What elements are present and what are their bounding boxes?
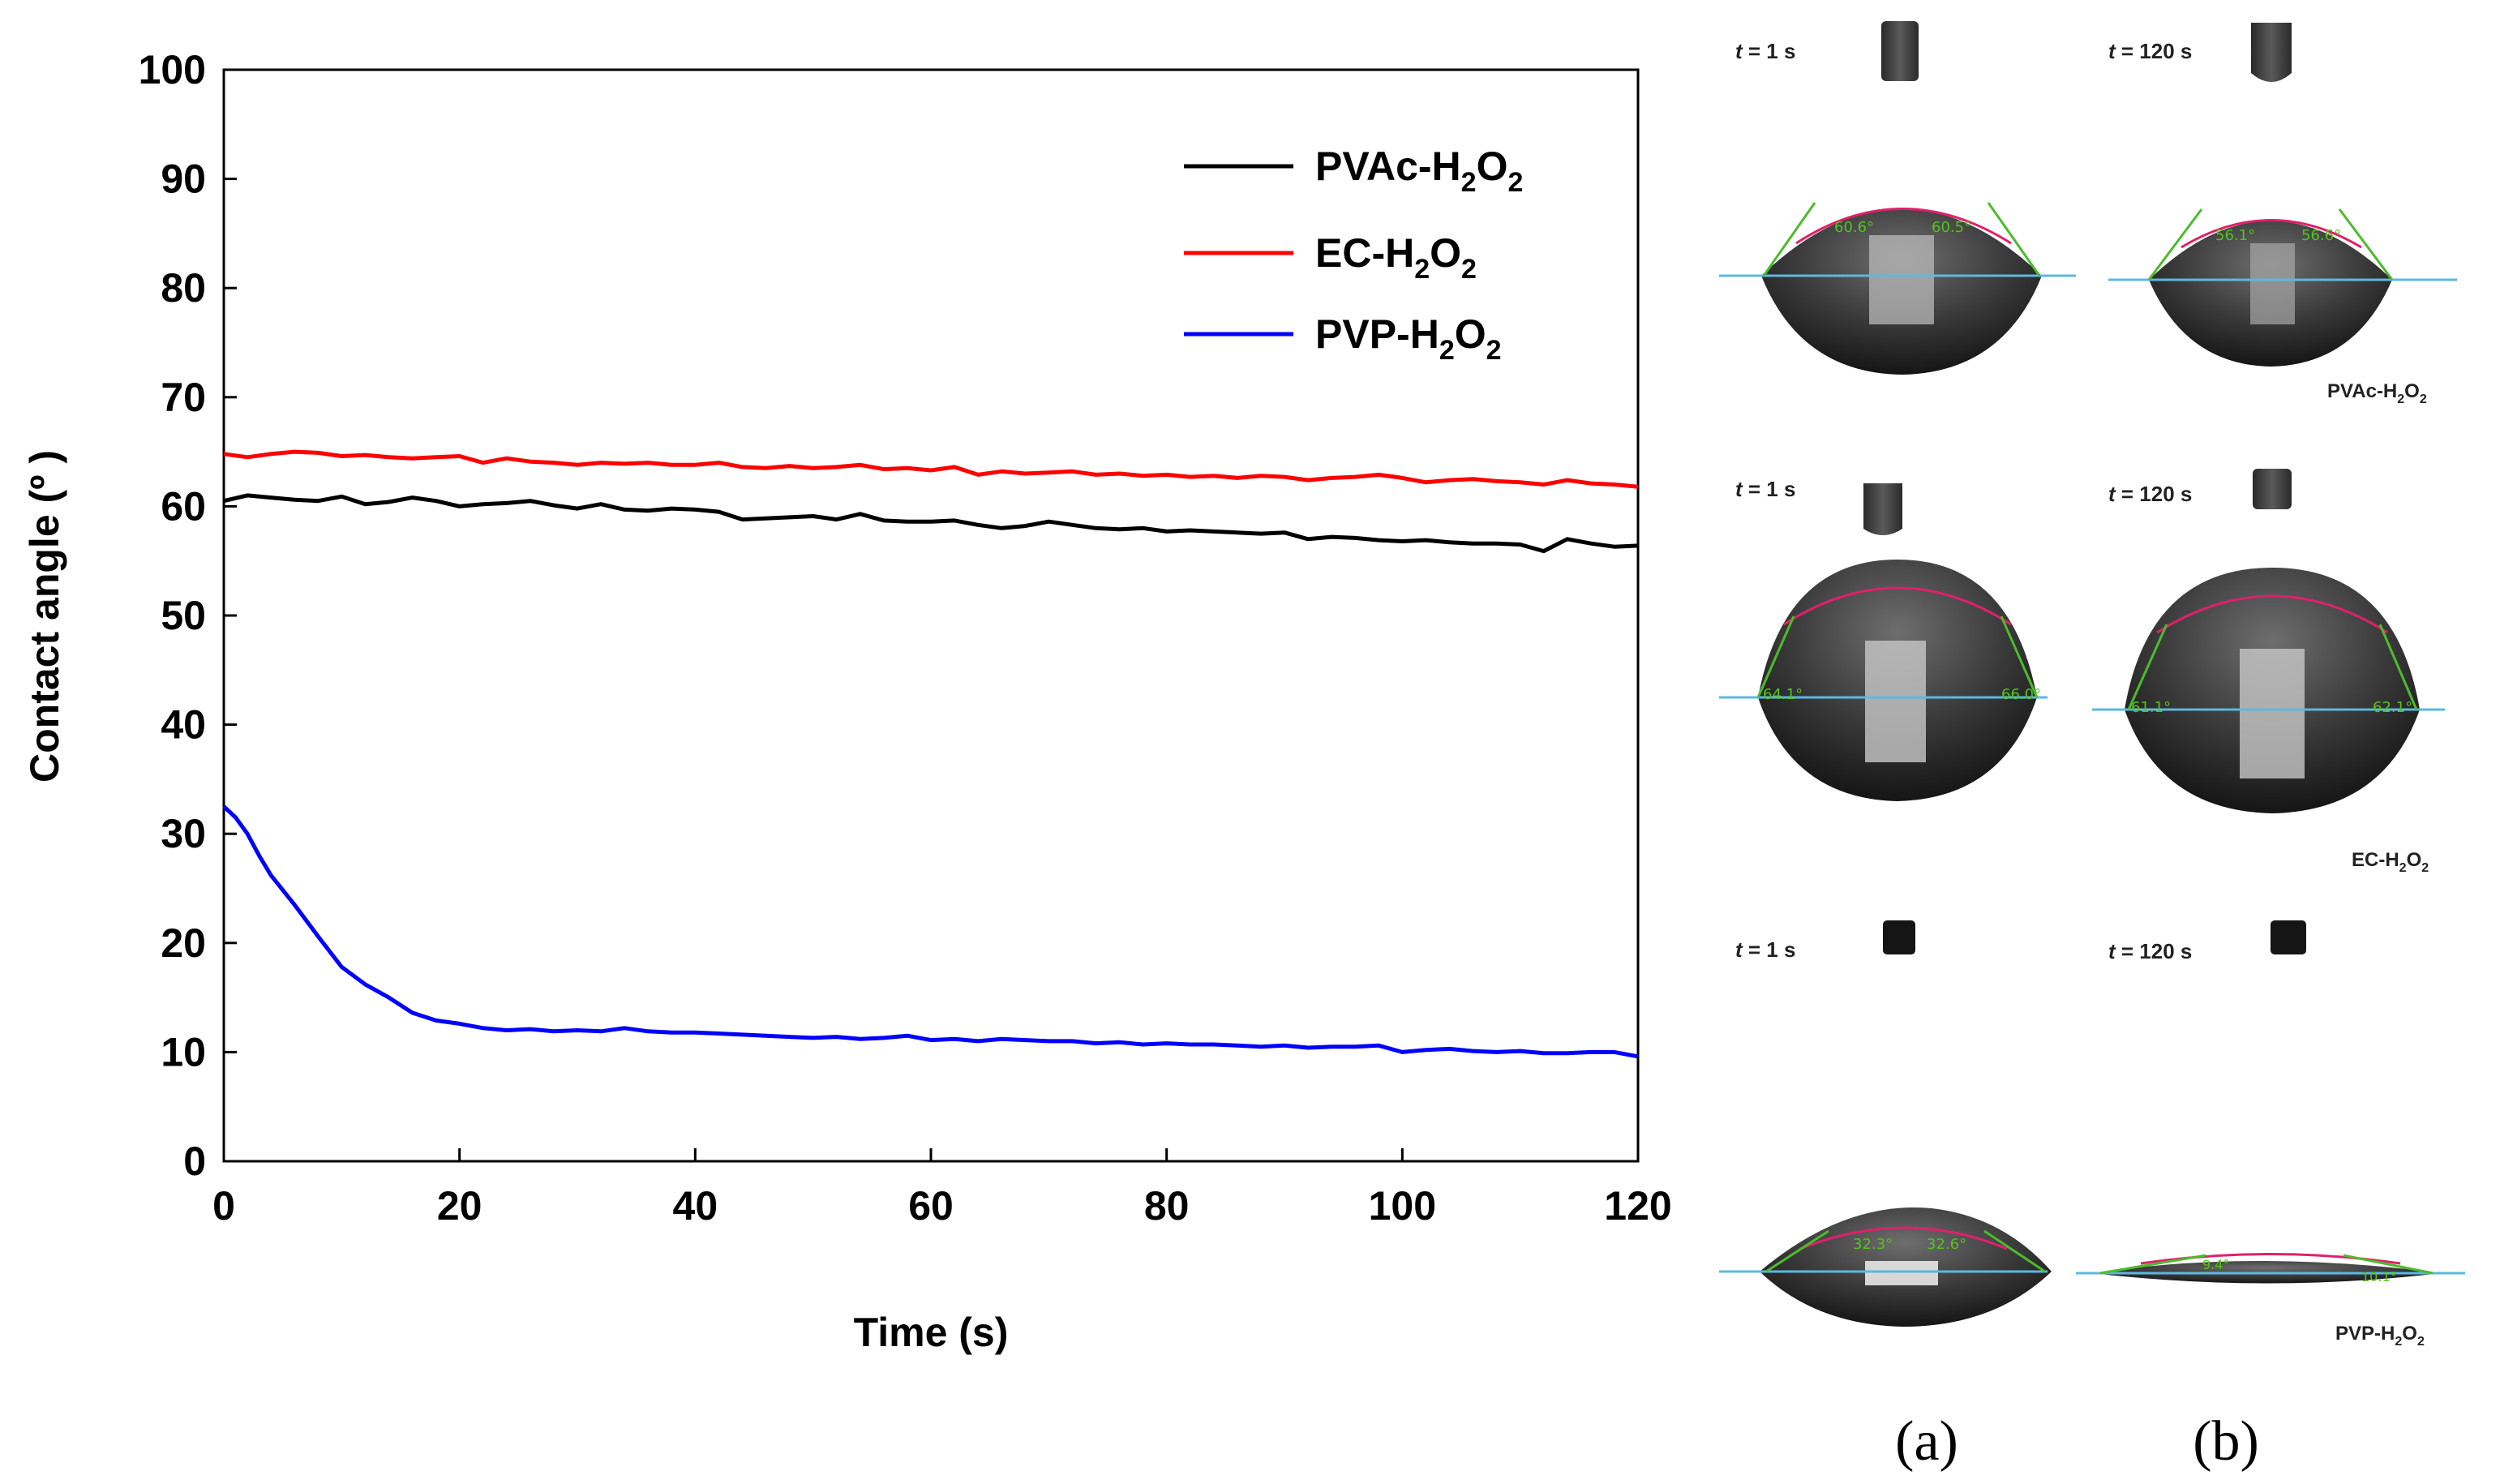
legend: PVAc-H2O2 EC-H2O2 PVP-H2O2 [1184, 144, 1523, 366]
photo-row-pvp: t = 1 s 32.3° 32.6° t = 120 s 9.4° 10.1°… [1719, 920, 2465, 1349]
tangent-right [1987, 202, 2041, 277]
y-tick-label: 30 [161, 811, 206, 856]
angle-left: 32.3° [1853, 1236, 1893, 1253]
y-tick-label: 80 [161, 265, 206, 311]
tangent-left [2147, 208, 2203, 281]
tangent-right [2000, 615, 2039, 698]
x-tick-label: 0 [212, 1183, 235, 1229]
y-tick-label: 100 [139, 47, 206, 92]
plot-frame [222, 68, 1640, 1163]
angle-left: 60.6° [1834, 219, 1874, 236]
x-tick-label: 20 [437, 1183, 482, 1229]
y-axis-label: Contact angle (º ) [22, 450, 67, 783]
time-label-120s: t = 120 s [2108, 39, 2192, 63]
photo-row-ec: t = 1 s 64.1° 66.0° t = 120 s 61.1° 62.1… [1719, 469, 2445, 875]
panel-label-b: (b) [2193, 1410, 2259, 1473]
time-label-1s: t = 1 s [1735, 477, 1795, 501]
row-label-pvac: PVAc-H2O2 [2327, 380, 2427, 406]
series-lines [222, 449, 1639, 1059]
series-line-pvp [222, 804, 1639, 1059]
x-axis-label: Time (s) [854, 1310, 1009, 1355]
tangent-left [1762, 202, 1816, 277]
angle-right: 62.1° [2373, 699, 2412, 716]
time-label-1s: t = 1 s [1735, 39, 1795, 63]
droplet-profile [2156, 594, 2388, 634]
y-tick-label: 0 [183, 1139, 206, 1184]
legend-label-ec: EC-H2O2 [1315, 230, 1477, 285]
legend-item-pvac: PVAc-H2O2 [1184, 144, 1523, 198]
photo-row-pvac: t = 1 s 60.6° 60.5° t = 120 s 56.1° 56.6… [1719, 21, 2457, 406]
tangent-left [1765, 1229, 1829, 1273]
droplet-profile [1795, 208, 2012, 245]
angle-right: 60.5° [1932, 219, 1971, 236]
y-axis: 0 10 20 30 40 50 60 70 80 90 100 [139, 47, 237, 1184]
y-tick-label: 70 [161, 375, 206, 420]
angle-right: 10.1° [2361, 1269, 2397, 1285]
needle [1863, 483, 1902, 535]
droplet-reflection [1865, 641, 1926, 762]
needle [1881, 21, 1919, 81]
angle-left: 61.1° [2131, 699, 2171, 716]
droplet-reflection [2250, 243, 2295, 324]
series-line-ec [223, 449, 1639, 489]
needle [2271, 920, 2306, 954]
angle-right: 32.6° [1927, 1236, 1966, 1253]
needle [1883, 920, 1915, 954]
y-tick-label: 10 [161, 1029, 206, 1074]
angle-right: 56.6° [2301, 227, 2341, 244]
droplet-profile [1799, 1226, 2008, 1250]
legend-label-pvac: PVAc-H2O2 [1315, 144, 1523, 198]
contact-angle-chart: 0 10 20 30 40 50 60 70 80 90 100 0 20 40 60 80 100 120 T… [22, 47, 1672, 1355]
angle-left: 56.1° [2215, 227, 2255, 244]
row-label-pvp: PVP-H2O2 [2335, 1323, 2425, 1349]
panel-label-a: (a) [1895, 1410, 1958, 1473]
x-tick-label: 60 [908, 1183, 954, 1229]
x-tick-label: 120 [1604, 1183, 1671, 1229]
legend-item-pvp: PVP-H2O2 [1184, 311, 1502, 366]
droplet-reflection [2240, 649, 2305, 778]
time-label-1s: t = 1 s [1735, 937, 1795, 962]
y-tick-label: 50 [161, 593, 206, 638]
y-tick-label: 60 [161, 483, 206, 529]
x-tick-label: 80 [1144, 1183, 1190, 1229]
y-tick-label: 20 [161, 920, 206, 966]
x-tick-label: 40 [673, 1183, 718, 1229]
tangent-left [2127, 624, 2168, 710]
tangent-right [2343, 1254, 2434, 1275]
y-tick-label: 40 [161, 702, 206, 748]
angle-left: 64.1° [1763, 686, 1803, 703]
y-tick-label: 90 [161, 157, 206, 202]
tangent-left [1756, 615, 1795, 698]
tangent-right [2378, 624, 2418, 710]
x-axis: 0 20 40 60 80 100 120 [212, 1148, 1672, 1229]
tangent-left [2099, 1254, 2206, 1275]
droplet-photo-panel: t = 1 s 60.6° 60.5° t = 120 s 56.1° 56.6… [1719, 21, 2465, 1473]
legend-item-ec: EC-H2O2 [1184, 230, 1477, 285]
droplet-reflection [1869, 235, 1934, 324]
x-tick-label: 100 [1369, 1183, 1436, 1229]
droplet-reflection [1865, 1261, 1938, 1285]
tangent-right [2338, 208, 2394, 281]
tangent-right [1983, 1229, 2046, 1273]
legend-label-pvp: PVP-H2O2 [1315, 311, 1502, 366]
needle [2253, 469, 2292, 509]
angle-right: 66.0° [2001, 686, 2041, 703]
series-line-pvac [223, 493, 1639, 554]
time-label-120s: t = 120 s [2108, 939, 2192, 963]
row-label-ec: EC-H2O2 [2352, 849, 2429, 875]
droplet-profile [2181, 219, 2362, 249]
angle-left: 9.4° [2202, 1257, 2229, 1272]
needle [2251, 23, 2292, 82]
time-label-120s: t = 120 s [2108, 482, 2192, 506]
droplet-profile [1783, 586, 2012, 626]
